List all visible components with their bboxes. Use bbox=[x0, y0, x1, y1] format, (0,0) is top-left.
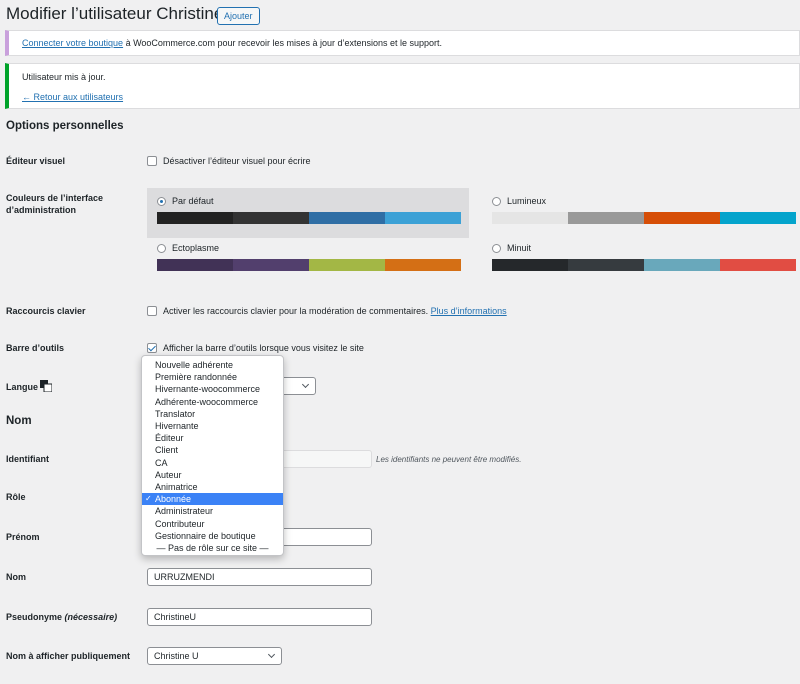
updated-notice: Utilisateur mis à jour. ← Retour aux uti… bbox=[5, 63, 800, 109]
dropdown-option[interactable]: Administrateur bbox=[155, 506, 214, 517]
display-name-select[interactable]: Christine U bbox=[147, 647, 282, 665]
field-label: Identifiant bbox=[6, 454, 49, 464]
color-swatch bbox=[157, 212, 233, 224]
radio[interactable] bbox=[492, 197, 501, 206]
field-label: Couleurs de l’interface d’administration bbox=[6, 193, 104, 215]
dropdown-option[interactable]: Auteur bbox=[155, 469, 182, 480]
dropdown-option[interactable]: Abonnée bbox=[142, 493, 283, 506]
dropdown-option[interactable]: Nouvelle adhérente bbox=[155, 360, 234, 370]
label-text: Pseudonyme bbox=[6, 612, 63, 622]
field-label: Nom bbox=[6, 572, 26, 582]
scheme-name: Par défaut bbox=[172, 196, 214, 206]
checkbox-label: Désactiver l’éditeur visuel pour écrire bbox=[163, 156, 311, 166]
page-title: Modifier l’utilisateur Christine U bbox=[6, 4, 241, 23]
color-swatch bbox=[568, 212, 644, 224]
color-swatch bbox=[492, 212, 568, 224]
translate-icon bbox=[40, 380, 52, 392]
connect-link[interactable]: Connecter votre boutique bbox=[22, 38, 124, 48]
dropdown-option[interactable]: — Pas de rôle sur ce site — bbox=[156, 543, 269, 553]
color-swatch bbox=[720, 212, 796, 224]
dropdown-option[interactable]: Contributeur bbox=[155, 518, 205, 529]
woocommerce-notice: Connecter votre boutique à WooCommerce.c… bbox=[5, 30, 800, 56]
add-button[interactable]: Ajouter bbox=[217, 7, 260, 25]
dropdown-option[interactable]: CA bbox=[155, 457, 168, 468]
scheme-name: Lumineux bbox=[507, 196, 547, 206]
dropdown-option[interactable]: Éditeur bbox=[155, 433, 184, 444]
field-label: Prénom bbox=[6, 532, 40, 542]
field-label: Éditeur visuel bbox=[6, 156, 66, 166]
updated-message: Utilisateur mis à jour. bbox=[22, 72, 106, 82]
dropdown-option[interactable]: Hivernante-woocommerce bbox=[155, 384, 261, 395]
color-swatch bbox=[309, 212, 385, 224]
checkbox-label: Afficher la barre d’outils lorsque vous … bbox=[163, 343, 364, 353]
section-heading: Options personnelles bbox=[6, 120, 124, 132]
dropdown-option[interactable]: Première randonnée bbox=[155, 372, 238, 383]
checkbox[interactable] bbox=[147, 156, 157, 166]
label-note: (nécessaire) bbox=[64, 612, 118, 622]
dropdown-option[interactable]: Hivernante bbox=[155, 421, 199, 431]
radio[interactable] bbox=[157, 244, 166, 253]
field-label: Nom à afficher publiquement bbox=[6, 651, 131, 661]
dropdown-option[interactable]: Adhérente-woocommerce bbox=[155, 396, 259, 407]
color-swatch bbox=[233, 259, 309, 271]
field-label: Pseudonyme (nécessaire) bbox=[6, 611, 117, 623]
checkbox[interactable] bbox=[147, 306, 157, 316]
notice-text: Connecter votre boutique à WooCommerce.c… bbox=[22, 38, 442, 48]
scheme-name: Ectoplasme bbox=[172, 243, 220, 253]
dropdown-option[interactable]: Animatrice bbox=[155, 482, 198, 492]
color-swatch bbox=[233, 212, 309, 224]
dropdown-option[interactable]: Client bbox=[155, 445, 179, 456]
role-dropdown: Nouvelle adhérente Première randonnée Hive… bbox=[141, 355, 284, 556]
back-link[interactable]: ← Retour aux utilisateurs bbox=[22, 92, 124, 102]
scheme-name: Minuit bbox=[507, 243, 532, 253]
dropdown-option[interactable]: Gestionnaire de boutique bbox=[155, 530, 256, 541]
color-swatch bbox=[492, 259, 568, 271]
color-swatch bbox=[157, 259, 233, 271]
color-swatch bbox=[644, 212, 720, 224]
color-swatch bbox=[385, 259, 461, 271]
nickname-input[interactable]: ChristineU bbox=[147, 608, 372, 626]
notice-message: à WooCommerce.com pour recevoir les mise… bbox=[123, 38, 443, 48]
more-info-link[interactable]: Plus d’informations bbox=[430, 306, 507, 316]
color-swatch bbox=[309, 259, 385, 271]
section-heading: Nom bbox=[6, 415, 32, 427]
field-label: Barre d’outils bbox=[6, 343, 65, 353]
dropdown-option[interactable]: Translator bbox=[155, 408, 196, 419]
radio[interactable] bbox=[157, 197, 166, 206]
radio[interactable] bbox=[492, 244, 501, 253]
color-swatch bbox=[568, 259, 644, 271]
checkbox-text: Activer les raccourcis clavier pour la m… bbox=[163, 306, 429, 316]
field-label: Langue bbox=[6, 382, 39, 392]
color-swatch bbox=[385, 212, 461, 224]
color-swatch bbox=[720, 259, 796, 271]
field-label: Raccourcis clavier bbox=[6, 306, 86, 316]
field-note: Les identifiants ne peuvent être modifié… bbox=[376, 455, 522, 464]
checkbox-label: Activer les raccourcis clavier pour la m… bbox=[163, 306, 507, 316]
checkbox[interactable] bbox=[147, 343, 157, 353]
last-name-input[interactable]: URRUZMENDI bbox=[147, 568, 372, 586]
field-label: Rôle bbox=[6, 492, 26, 502]
color-swatch bbox=[644, 259, 720, 271]
